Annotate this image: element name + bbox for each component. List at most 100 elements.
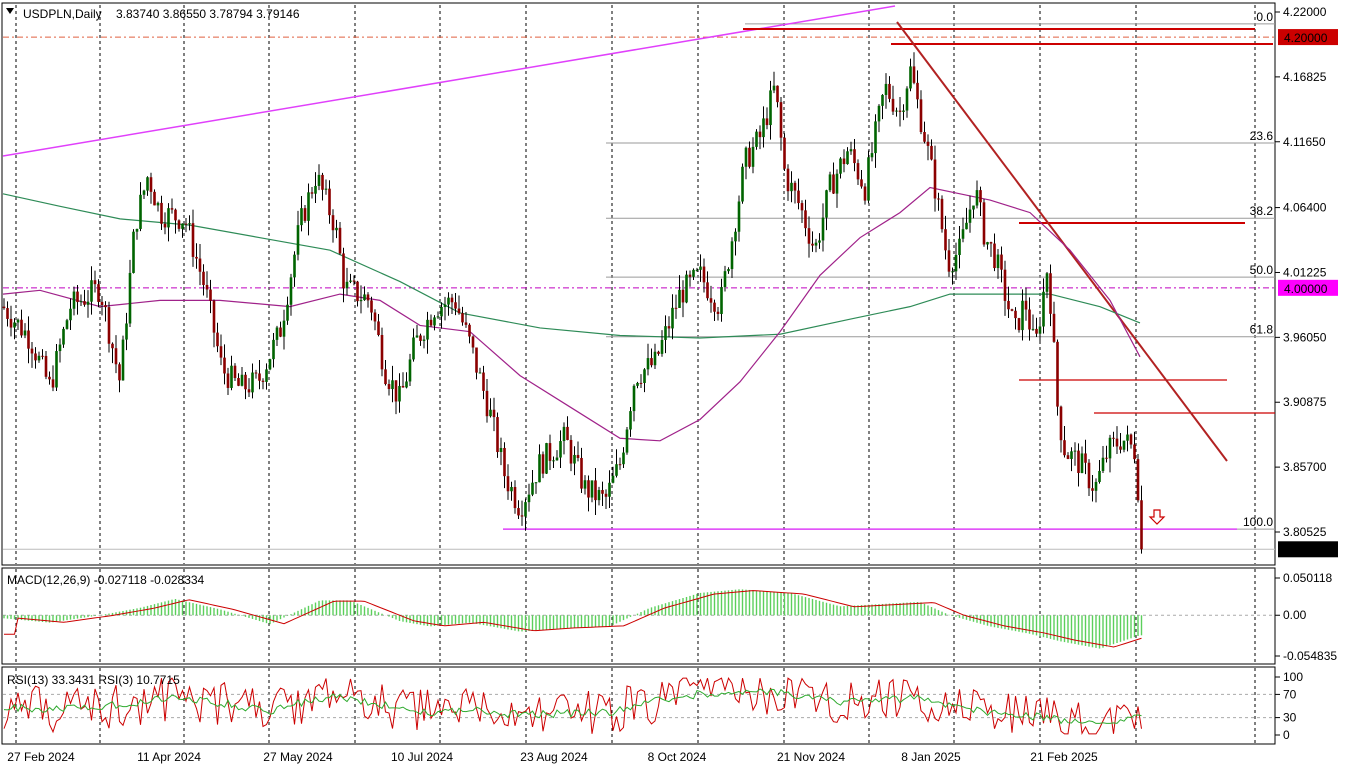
candle-body (909, 66, 912, 89)
candle-body (912, 66, 916, 83)
candle-body (391, 380, 394, 390)
candle-body (345, 281, 349, 289)
symbol-label: USDPLN,Daily (23, 7, 102, 21)
candle-body (1119, 446, 1122, 450)
candle-body (737, 201, 741, 232)
candle-body (559, 441, 562, 458)
candle-body (398, 385, 401, 402)
candle-body (972, 205, 975, 210)
candle-body (657, 351, 660, 354)
candle-body (244, 374, 247, 390)
candle-body (321, 174, 324, 190)
macd-axis-label: 0.00 (1283, 608, 1307, 622)
candle-body (835, 173, 839, 194)
candle-body (198, 258, 202, 272)
candle-body (660, 339, 664, 354)
candle-body (41, 355, 44, 357)
candle-body (160, 202, 163, 224)
date-axis-label: 21 Feb 2025 (1030, 750, 1098, 764)
candle-body (303, 208, 307, 221)
candle-body (923, 132, 926, 142)
candle-body (706, 282, 709, 299)
candle-body (492, 409, 496, 418)
candle-body (342, 253, 345, 289)
candle-body (485, 390, 489, 417)
candle-body (310, 192, 314, 194)
moving-averages (2, 186, 1141, 442)
candle-body (541, 454, 545, 474)
candle-body (1108, 437, 1112, 459)
candle-body (727, 269, 730, 272)
candle-body (597, 490, 601, 501)
candle-body (520, 515, 524, 517)
candle-body (156, 202, 160, 206)
candle-body (765, 118, 769, 126)
candle-body (419, 335, 422, 341)
price-box-label: 3.79146 (1284, 543, 1328, 557)
candle-body (653, 351, 657, 366)
candle-body (338, 227, 342, 254)
candle-body (1073, 450, 1077, 452)
fib-level-label: 23.6 (1250, 129, 1274, 143)
candle-body (870, 153, 874, 158)
candle-body (583, 480, 587, 489)
candle-body (618, 464, 622, 466)
candles (2, 52, 1143, 554)
candle-body (503, 447, 506, 477)
candle-body (552, 460, 555, 462)
candle-body (100, 301, 104, 306)
fib-level-label: 50.0 (1250, 263, 1274, 277)
candle-body (433, 317, 436, 326)
candle-body (664, 326, 667, 340)
candle-body (478, 372, 482, 374)
candle-body (741, 166, 744, 202)
fib-level-label: 38.2 (1250, 204, 1274, 218)
candle-body (968, 209, 972, 223)
rsi-axis-label: 100 (1283, 670, 1303, 684)
price-box-label: 4.20000 (1284, 31, 1328, 45)
down-arrow-icon (1148, 509, 1166, 525)
candle-body (356, 281, 359, 302)
candle-body (181, 223, 184, 229)
candle-body (776, 85, 779, 103)
candle-body (83, 301, 86, 305)
candle-body (443, 304, 447, 308)
candle-body (114, 348, 118, 365)
candle-body (874, 121, 877, 154)
candle-body (422, 339, 426, 341)
symbol-dropdown-icon[interactable] (6, 8, 14, 14)
candle-body (352, 280, 356, 282)
candle-body (751, 146, 755, 167)
candle-body (121, 339, 125, 381)
candle-body (1112, 437, 1115, 439)
candle-body (951, 271, 954, 273)
candle-body (118, 364, 121, 381)
candle-body (625, 429, 629, 453)
candle-body (163, 223, 167, 228)
candle-body (1098, 470, 1101, 482)
candle-body (566, 426, 569, 440)
candle-body (377, 321, 380, 336)
candle-body (1007, 300, 1010, 310)
candle-body (608, 482, 611, 497)
falling-trendline (896, 21, 1228, 462)
price-annotations: 0.0 23.6 38.2 50.0 61.8 100.0 4.20000 4.00000 3.… (2, 5, 1338, 558)
candle-body (37, 355, 41, 361)
candle-body (27, 330, 30, 349)
candle-body (1024, 300, 1028, 310)
candle-body (881, 94, 884, 106)
candle-body (646, 358, 650, 370)
candle-body (534, 482, 538, 484)
candle-body (268, 359, 272, 370)
candle-body (1056, 341, 1059, 407)
candle-body (853, 149, 856, 164)
candle-body (212, 300, 216, 333)
candle-body (1140, 500, 1143, 550)
candle-body (128, 272, 132, 324)
candle-body (223, 357, 226, 374)
candle-body (601, 490, 604, 494)
candle-body (527, 494, 531, 503)
candle-body (76, 291, 79, 303)
candle-body (947, 250, 951, 272)
